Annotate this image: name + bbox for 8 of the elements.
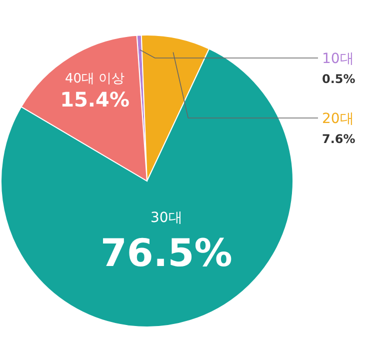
data-label: 76.5% xyxy=(100,230,232,275)
slice-label: 20대 xyxy=(322,111,354,127)
data-label: 0.5% xyxy=(322,72,356,86)
slice-label: 40대 이상 xyxy=(64,72,125,87)
slice-label: 30대 xyxy=(150,210,182,226)
slice-label: 10대 xyxy=(322,51,354,67)
data-label: 7.6% xyxy=(322,132,356,146)
data-label: 15.4% xyxy=(60,88,130,112)
